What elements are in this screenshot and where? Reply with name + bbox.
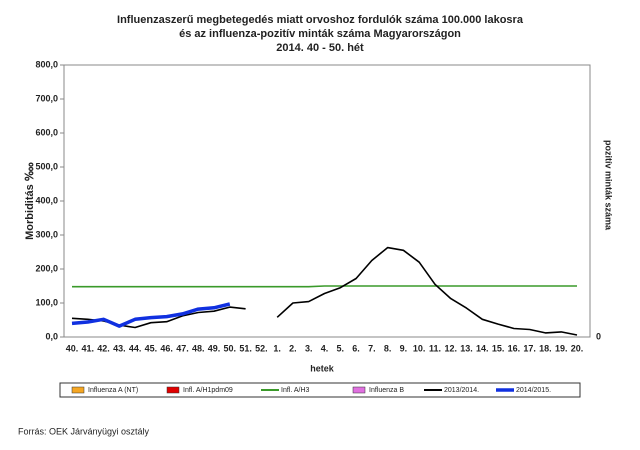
x-tick-label: 8.: [384, 343, 392, 353]
x-tick-label: 41.: [82, 343, 95, 353]
x-tick-label: 14.: [476, 343, 489, 353]
x-tick-label: 42.: [97, 343, 110, 353]
series-line: [71, 302, 231, 328]
x-tick-label: 52.: [255, 343, 268, 353]
x-tick-label: 17.: [523, 343, 536, 353]
series-line: [71, 246, 578, 336]
x-tick-label: 13.: [460, 343, 473, 353]
x-tick-label: 43.: [113, 343, 126, 353]
x-tick-label: 3.: [305, 343, 313, 353]
chart-title: Influenzaszerű megbetegedés miatt orvosh…: [117, 14, 524, 26]
x-tick-label: 49.: [208, 343, 221, 353]
x-tick-label: 5.: [337, 343, 345, 353]
x-tick-label: 16.: [508, 343, 521, 353]
legend-label: 2013/2014.: [444, 387, 479, 394]
y-tick-label: 800,0: [35, 59, 58, 69]
x-tick-label: 7.: [368, 343, 376, 353]
chart-title: és az influenza-pozitív minták száma Mag…: [179, 28, 461, 40]
x-tick-label: 12.: [444, 343, 457, 353]
x-tick-label: 51.: [239, 343, 252, 353]
series-line: [72, 285, 577, 288]
x-tick-label: 40.: [66, 343, 79, 353]
y-tick-label: 0,0: [45, 331, 58, 341]
x-tick-label: 6.: [352, 343, 360, 353]
y-tick-label: 600,0: [35, 127, 58, 137]
legend-swatch: [166, 386, 180, 394]
x-tick-label: 20.: [571, 343, 584, 353]
y-tick-label: 300,0: [35, 229, 58, 239]
x-tick-label: 19.: [555, 343, 568, 353]
y-tick-label: 100,0: [35, 297, 58, 307]
y-tick-label: 400,0: [35, 195, 58, 205]
x-tick-label: 47.: [176, 343, 189, 353]
x-tick-label: 45.: [145, 343, 158, 353]
legend-label: Infl. A/H1pdm09: [183, 387, 233, 394]
legend-label: Influenza B: [369, 387, 404, 394]
x-tick-label: 1.: [273, 343, 281, 353]
x-tick-label: 50.: [224, 343, 237, 353]
y2-tick-label: 0: [596, 331, 601, 341]
x-tick-label: 44.: [129, 343, 142, 353]
x-tick-label: 4.: [321, 343, 329, 353]
x-tick-label: 11.: [429, 343, 441, 353]
legend-swatch: [71, 386, 85, 394]
legend-label: 2014/2015.: [516, 387, 551, 394]
legend-label: Infl. A/H3: [281, 387, 310, 394]
y-axis-label: Morbiditás ‱: [24, 162, 36, 240]
source: Forrás: OEK Járványügyi osztály: [18, 426, 150, 436]
x-tick-label: 46.: [160, 343, 173, 353]
x-axis-label: hetek: [310, 363, 335, 373]
chart-title: 2014. 40 - 50. hét: [276, 42, 364, 54]
y-tick-label: 500,0: [35, 161, 58, 171]
y-tick-label: 700,0: [35, 93, 58, 103]
x-tick-label: 18.: [539, 343, 552, 353]
y2-axis-label: pozitív minták száma: [604, 140, 614, 231]
x-tick-label: 2.: [289, 343, 297, 353]
legend-label: Influenza A (NT): [88, 387, 138, 394]
y-tick-label: 200,0: [35, 263, 58, 273]
x-tick-label: 9.: [400, 343, 408, 353]
x-tick-label: 15.: [492, 343, 505, 353]
x-tick-label: 48.: [192, 343, 205, 353]
legend-swatch: [352, 386, 366, 394]
plot-frame: [63, 64, 591, 338]
legend: [59, 382, 581, 398]
x-tick-label: 10.: [413, 343, 426, 353]
